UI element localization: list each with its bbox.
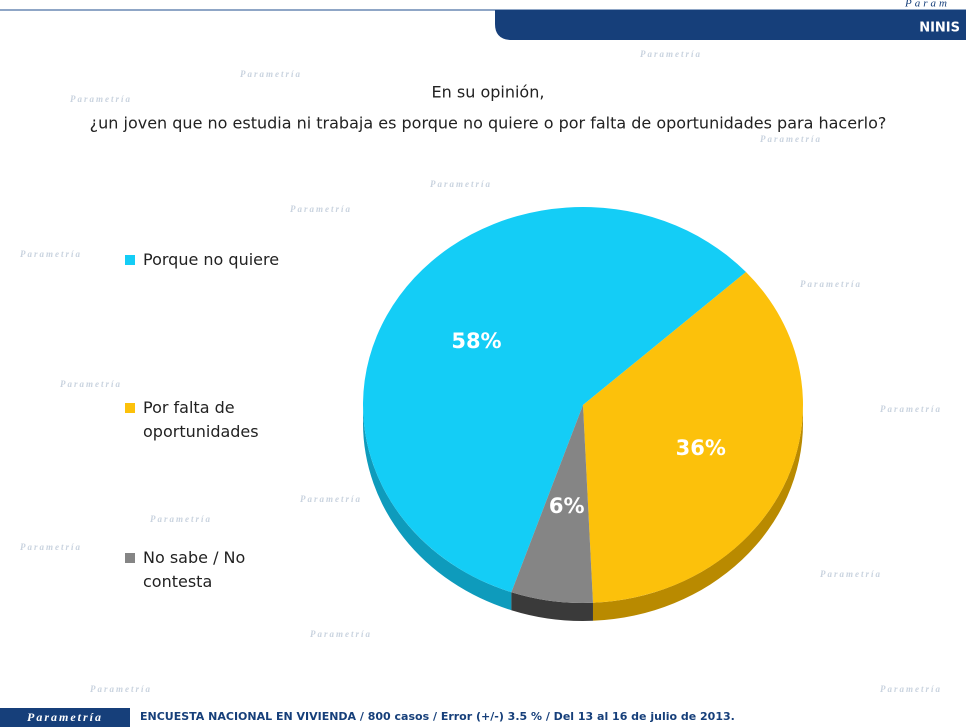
watermark: Parametría xyxy=(800,279,862,289)
watermark: Parametría xyxy=(880,404,942,414)
watermark: Parametría xyxy=(300,494,362,504)
watermark: Parametría xyxy=(310,629,372,639)
pie-slice xyxy=(583,271,803,603)
header-brand: Param xyxy=(904,0,950,10)
watermark: Parametría xyxy=(20,249,82,259)
watermark: Parametría xyxy=(820,569,882,579)
pie-slice xyxy=(511,405,593,603)
footer-badge xyxy=(0,708,130,727)
legend-swatch xyxy=(125,403,135,413)
header-banner xyxy=(495,10,966,40)
pie-side xyxy=(592,405,803,621)
watermark: Parametría xyxy=(640,49,702,59)
header-section: NINIS xyxy=(919,21,960,36)
data-label: 58% xyxy=(451,329,501,353)
legend-item: Por falta de oportunidades xyxy=(125,396,283,444)
watermark: Parametría xyxy=(150,514,212,524)
footer-note: ENCUESTA NACIONAL EN VIVIENDA / 800 caso… xyxy=(140,710,735,723)
watermark: Parametría xyxy=(760,134,822,144)
watermark: Parametría xyxy=(20,542,82,552)
chart-title: En su opinión, xyxy=(432,83,545,102)
watermark: Parametría xyxy=(290,204,352,214)
watermark: Parametría xyxy=(60,379,122,389)
chart-title: ¿un joven que no estudia ni trabaja es p… xyxy=(90,114,887,133)
watermark: Parametría xyxy=(70,94,132,104)
legend-swatch xyxy=(125,553,135,563)
legend-label: Por falta de oportunidades xyxy=(143,398,259,441)
legend-label: Porque no quiere xyxy=(143,250,280,269)
legend-item: No sabe / No contesta xyxy=(125,546,283,594)
watermark: Parametría xyxy=(240,69,302,79)
legend-swatch xyxy=(125,255,135,265)
legend-label: No sabe / No contesta xyxy=(143,548,246,591)
pie-side xyxy=(363,405,512,611)
pie-side xyxy=(511,592,593,621)
data-label: 36% xyxy=(676,436,726,460)
footer-brand: Parametría xyxy=(27,710,103,724)
watermark: Parametría xyxy=(880,684,942,694)
data-label: 6% xyxy=(549,494,585,518)
pie-slice xyxy=(362,207,746,593)
legend-item: Porque no quiere xyxy=(125,248,283,272)
watermark: Parametría xyxy=(430,179,492,189)
watermark: Parametría xyxy=(90,684,152,694)
